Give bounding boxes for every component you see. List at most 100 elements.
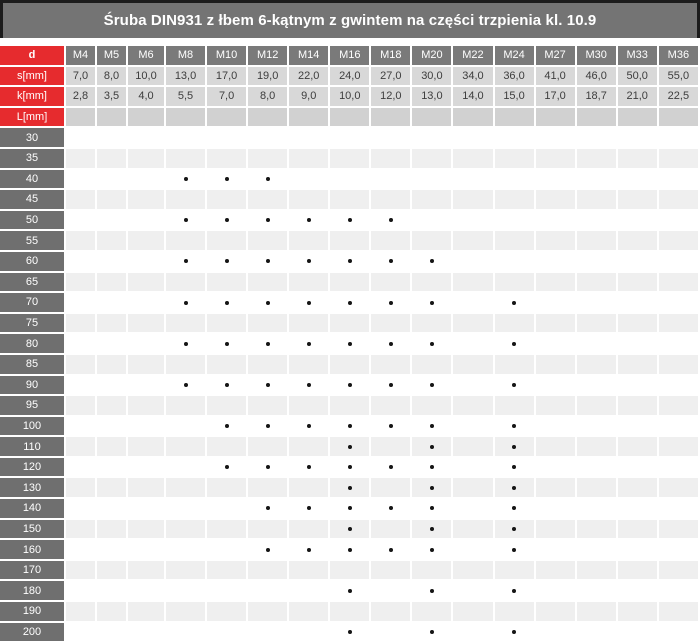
availability-cell <box>330 499 372 520</box>
availability-cell <box>371 602 413 623</box>
availability-dot <box>306 424 311 429</box>
availability-cell <box>576 622 618 643</box>
availability-cell <box>128 251 166 273</box>
availability-cell <box>66 375 97 397</box>
availability-cell <box>289 437 331 458</box>
availability-cell <box>97 169 128 191</box>
availability-dot <box>512 506 517 511</box>
availability-cell <box>289 148 331 170</box>
availability-dot <box>388 506 393 511</box>
availability-cell <box>330 251 372 273</box>
availability-cell <box>617 210 659 232</box>
availability-cell <box>330 148 372 170</box>
availability-cell <box>66 334 97 355</box>
availability-cell <box>617 354 659 376</box>
s-value-cell: 19,0 <box>248 66 290 88</box>
availability-cell <box>617 272 659 294</box>
availability-cell <box>412 478 454 500</box>
availability-cell <box>66 272 97 294</box>
availability-cell <box>576 478 618 500</box>
availability-cell <box>166 478 208 500</box>
availability-cell <box>412 148 454 170</box>
diameter-header-row: d M4 M5 M6 M8 M10 M12 M14 M16 M18 M20 M22 M24 M27 M30… <box>0 46 700 67</box>
availability-cell <box>289 375 331 397</box>
availability-cell <box>330 272 372 294</box>
availability-cell <box>453 354 495 376</box>
availability-cell <box>617 169 659 191</box>
availability-cell <box>576 148 618 170</box>
s-value-cell: 34,0 <box>453 66 495 88</box>
availability-cell <box>371 334 413 355</box>
table-row: 55 <box>0 231 700 252</box>
availability-cell <box>371 313 413 335</box>
availability-cell <box>97 251 128 273</box>
availability-cell <box>617 478 659 500</box>
k-value-cell: 9,0 <box>289 87 331 108</box>
availability-dot <box>224 218 229 223</box>
availability-cell <box>535 128 577 149</box>
availability-cell <box>128 190 166 211</box>
availability-cell <box>289 519 331 541</box>
availability-dot <box>224 176 229 181</box>
availability-dot <box>429 547 434 552</box>
availability-cell <box>535 560 577 582</box>
size-column-header: M27 <box>535 46 577 67</box>
availability-cell <box>248 396 290 417</box>
availability-cell <box>289 334 331 355</box>
availability-cell <box>207 169 249 191</box>
k-value-cell: 14,0 <box>453 87 495 108</box>
availability-cell <box>128 148 166 170</box>
availability-cell <box>128 334 166 355</box>
availability-cell <box>248 519 290 541</box>
availability-dot <box>347 527 352 532</box>
availability-cell <box>330 581 372 603</box>
availability-cell <box>617 519 659 541</box>
availability-cell <box>617 560 659 582</box>
availability-cell <box>166 622 208 643</box>
availability-cell <box>248 437 290 458</box>
availability-cell <box>371 622 413 643</box>
availability-cell <box>97 560 128 582</box>
availability-dot <box>347 630 352 635</box>
length-cell: 150 <box>0 519 66 541</box>
availability-cell <box>166 540 208 561</box>
availability-cell <box>412 375 454 397</box>
table-row: 130 <box>0 478 700 500</box>
availability-dot <box>183 218 188 223</box>
availability-cell <box>576 457 618 479</box>
availability-cell <box>371 251 413 273</box>
availability-cell <box>412 293 454 314</box>
availability-cell <box>97 210 128 232</box>
availability-dot <box>183 300 188 305</box>
s-value-cell: 27,0 <box>371 66 413 88</box>
size-column-header: M30 <box>576 46 618 67</box>
availability-cell <box>207 354 249 376</box>
availability-cell <box>576 272 618 294</box>
availability-cell <box>166 210 208 232</box>
availability-cell <box>371 437 413 458</box>
availability-cell <box>453 231 495 252</box>
size-column-header: M20 <box>412 46 454 67</box>
length-cell: 170 <box>0 560 66 582</box>
availability-cell <box>166 602 208 623</box>
availability-cell <box>617 334 659 355</box>
availability-cell <box>494 602 536 623</box>
availability-cell <box>330 334 372 355</box>
availability-cell <box>494 581 536 603</box>
availability-cell <box>166 190 208 211</box>
availability-dot <box>347 444 352 449</box>
availability-cell <box>535 581 577 603</box>
availability-cell <box>371 128 413 149</box>
length-cell: 95 <box>0 396 66 417</box>
availability-cell <box>330 354 372 376</box>
l-empty-cell <box>330 107 372 129</box>
l-empty-cell <box>412 107 454 129</box>
length-cell: 120 <box>0 457 66 479</box>
availability-cell <box>412 437 454 458</box>
size-column-header: M4 <box>66 46 97 67</box>
availability-dot <box>306 341 311 346</box>
availability-cell <box>494 210 536 232</box>
length-cell: 110 <box>0 437 66 458</box>
availability-cell <box>576 313 618 335</box>
availability-dot <box>388 341 393 346</box>
